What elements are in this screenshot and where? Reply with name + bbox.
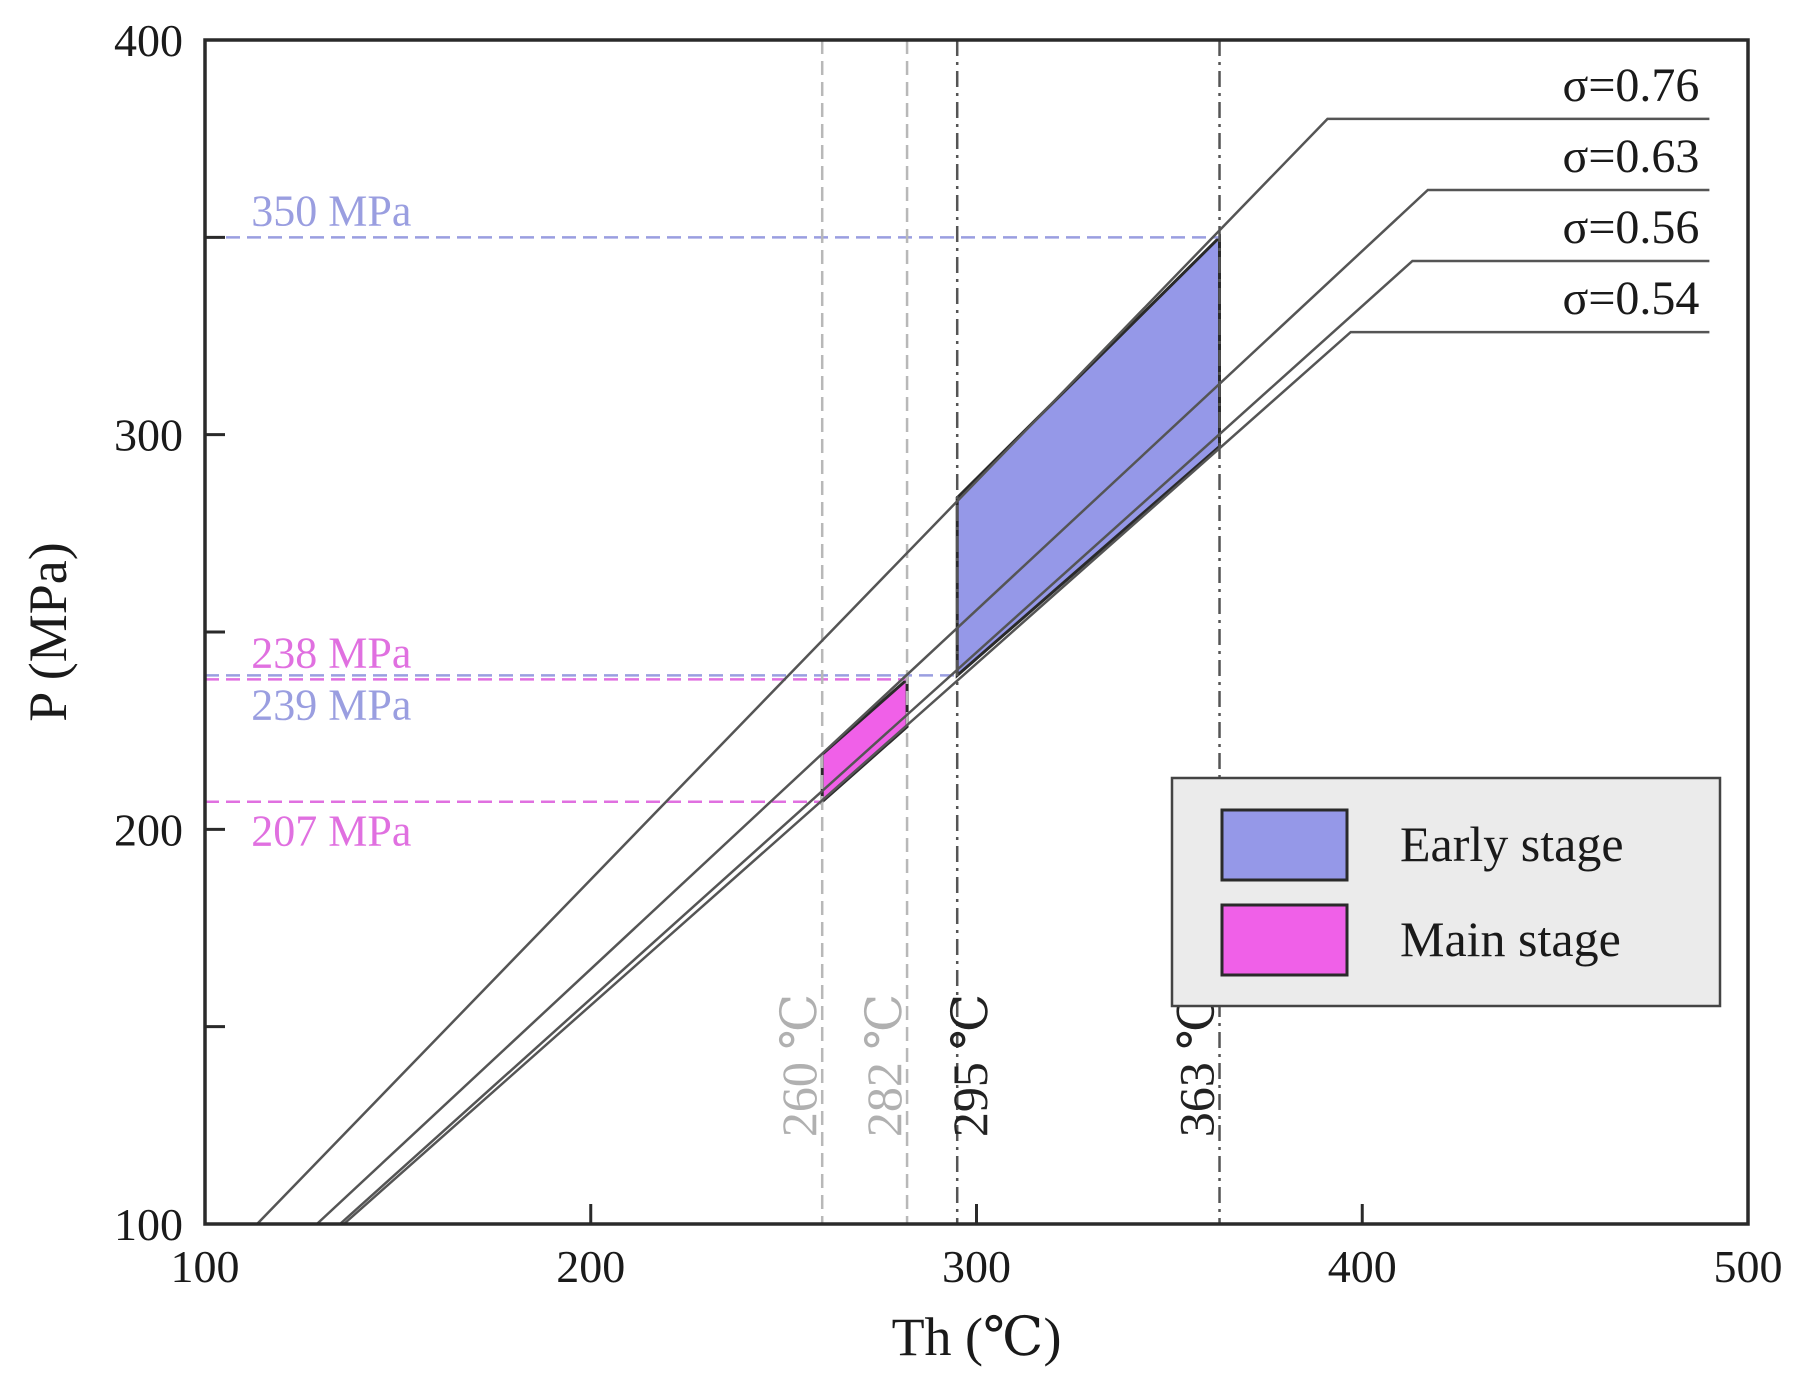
annotation-labels-layer: σ=0.76 σ=0.63 σ=0.56 σ=0.54 350 MPa 239 MPa23… (251, 59, 1699, 1137)
legend-label-early-stage: Early stage (1400, 816, 1624, 872)
y-tick-label-300: 300 (114, 410, 183, 461)
x-tick-label-300: 300 (942, 1241, 1011, 1292)
series-line-0-54 (343, 330, 1710, 1225)
x-tick-label-400: 400 (1328, 1241, 1397, 1292)
temperature-label-282: 282 ℃ (856, 994, 912, 1137)
series-label-0-63: σ=0.63 (1562, 130, 1699, 183)
series-label-0-54: σ=0.54 (1562, 272, 1699, 325)
legend-label-main-stage: Main stage (1400, 911, 1621, 967)
temperature-label-295: 295 ℃ (942, 994, 998, 1137)
y-tick-label-200: 200 (114, 804, 183, 855)
x-tick-label-500: 500 (1714, 1241, 1783, 1292)
regions-layer (820, 233, 1221, 806)
reference-lines-layer (205, 40, 1221, 1224)
series-line-0-76 (256, 117, 1710, 1225)
series-line-0-63 (316, 188, 1710, 1225)
axes-layer: 100 200 300 400 500 100 200 300 400 Th (℃) P (MPa) (18, 15, 1783, 1367)
temperature-label-260: 260 ℃ (771, 994, 827, 1137)
legend: Early stage Main stage (1170, 776, 1722, 1008)
pressure-label-238: 238 MPa (251, 628, 411, 677)
pressure-label-239: 239 MPa (251, 680, 411, 729)
temperature-label-363: 363 ℃ (1169, 994, 1225, 1137)
legend-swatch-early-stage (1220, 808, 1349, 882)
y-tick-label-400: 400 (114, 15, 183, 66)
isochore-lines-layer (256, 117, 1710, 1225)
series-label-0-56: σ=0.56 (1562, 201, 1699, 254)
series-line-0-56 (339, 259, 1710, 1225)
x-axis-title: Th (℃) (892, 1307, 1062, 1367)
series-label-0-76: σ=0.76 (1562, 59, 1699, 112)
x-tick-label-200: 200 (556, 1241, 625, 1292)
pressure-label-350: 350 MPa (251, 186, 411, 235)
y-axis-title: P (MPa) (18, 542, 78, 722)
region-early-stage (955, 233, 1221, 679)
x-tick-label-100: 100 (171, 1241, 240, 1292)
pressure-label-207: 207 MPa (251, 807, 411, 856)
legend-swatch-main-stage (1220, 903, 1349, 977)
y-tick-label-100: 100 (114, 1199, 183, 1250)
